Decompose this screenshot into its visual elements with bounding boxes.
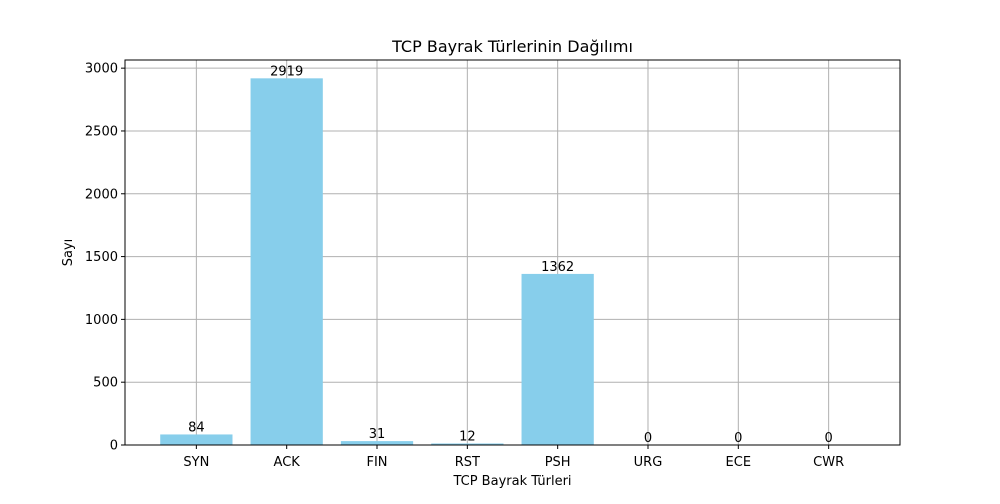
bar-layer (160, 78, 594, 445)
bar-psh (521, 273, 594, 445)
y-tick-label: 3000 (85, 62, 118, 77)
x-tick-label: FIN (366, 455, 387, 470)
x-tick-label: ACK (274, 455, 301, 470)
tick-layer: 0 500 1000 1500 2000 2500 3000 SYN ACK FIN RST PSH U… (85, 62, 844, 470)
bar-rst (431, 443, 504, 445)
x-tick-label: ECE (726, 455, 752, 470)
chart-title: TCP Bayrak Türlerinin Dağılımı (391, 37, 633, 56)
x-tick-label: CWR (813, 455, 844, 470)
x-axis-title: TCP Bayrak Türleri (452, 474, 571, 489)
x-tick-label: PSH (545, 455, 571, 470)
data-label-ack: 2919 (270, 64, 303, 79)
grid-layer (125, 60, 900, 446)
plot-frame (124, 59, 901, 446)
data-label-fin: 31 (369, 427, 386, 442)
x-tick-label: SYN (183, 455, 209, 470)
data-label-layer: 84 2919 31 12 1362 0 0 0 (188, 64, 833, 446)
y-tick-label: 2000 (85, 187, 118, 202)
data-label-psh: 1362 (541, 260, 574, 275)
bar-fin (340, 441, 414, 445)
data-label-syn: 84 (188, 420, 205, 435)
y-tick-label: 1000 (85, 313, 118, 328)
data-label-ece: 0 (734, 431, 742, 446)
y-axis-title: Sayı (61, 239, 76, 267)
y-tick-label: 1500 (85, 250, 118, 265)
y-tick-label: 0 (110, 439, 118, 454)
data-label-rst: 12 (459, 429, 476, 444)
y-tick-label: 500 (93, 376, 118, 391)
x-tick-label: RST (455, 455, 480, 470)
x-tick-label: URG (634, 455, 663, 470)
bar-syn (160, 434, 233, 445)
bar-ack (250, 78, 323, 445)
data-label-urg: 0 (644, 431, 652, 446)
data-label-cwr: 0 (825, 431, 833, 446)
y-tick-label: 2500 (85, 124, 118, 139)
